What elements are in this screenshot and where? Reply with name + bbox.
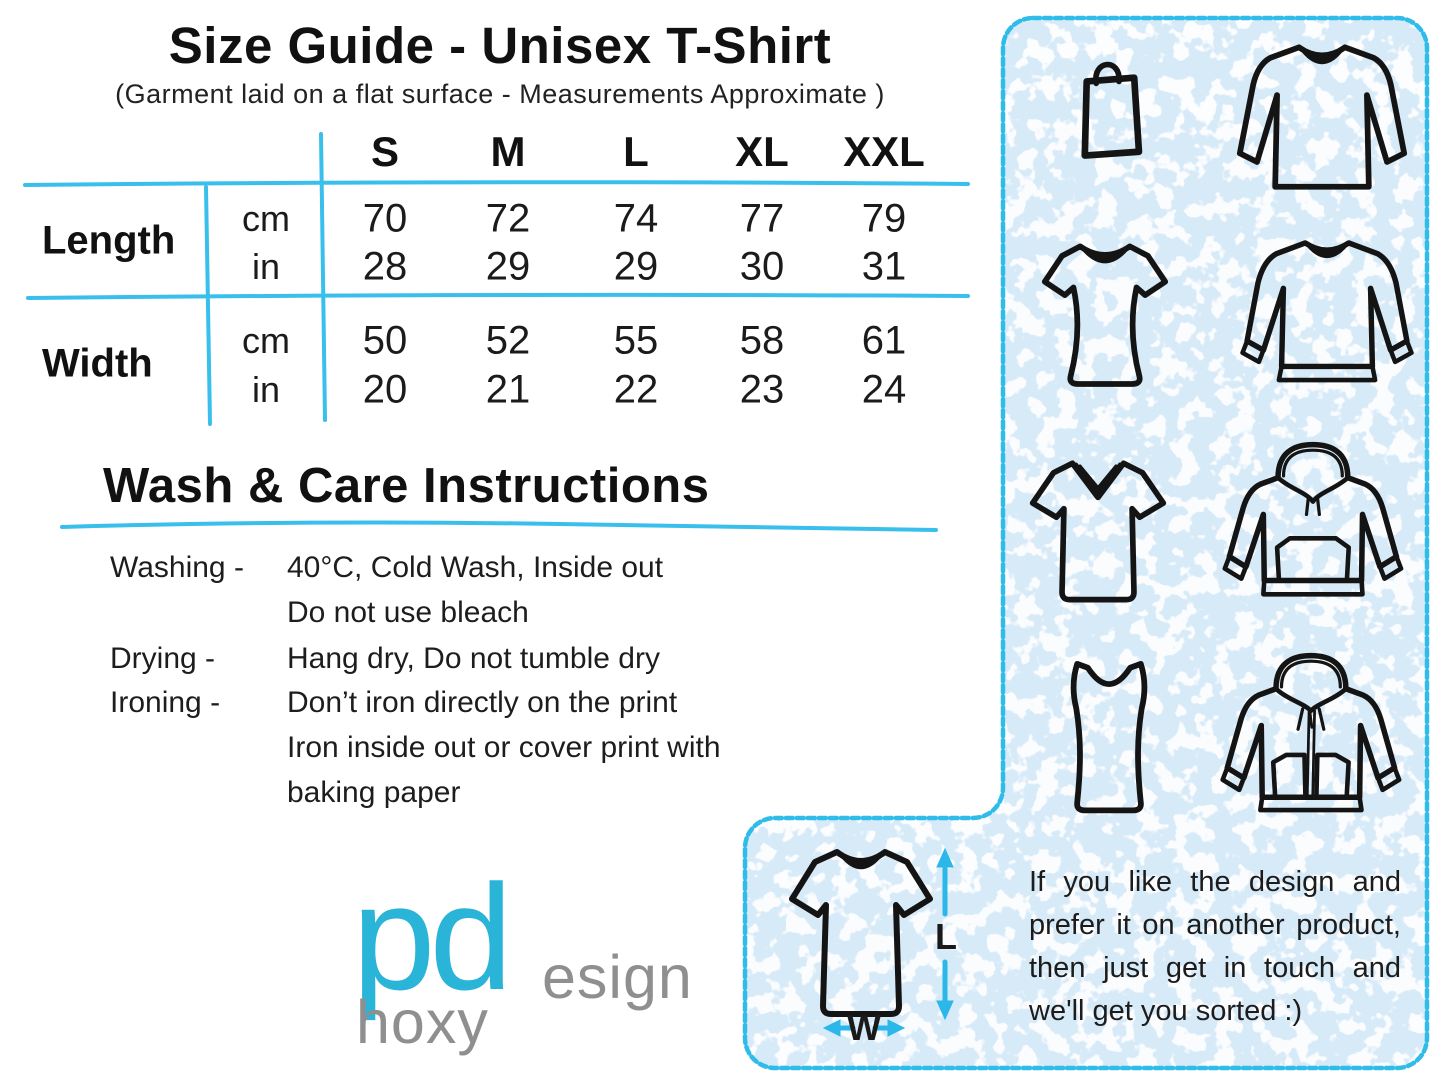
width-arrow-icon <box>822 1019 906 1037</box>
sweatshirt-icon <box>1238 230 1416 403</box>
size-column-s: S <box>370 128 400 175</box>
unit-length-in: in <box>251 246 281 287</box>
table-cell: 61 <box>861 318 907 363</box>
hoodie-icon <box>1220 441 1404 620</box>
length-arrow-icon <box>936 847 954 1021</box>
table-cell: 31 <box>861 244 907 289</box>
table-cell: 72 <box>485 196 531 241</box>
v-neck-t-shirt-icon <box>1027 450 1169 611</box>
table-cell: 50 <box>362 318 408 363</box>
table-cell: 79 <box>861 196 907 241</box>
womens-t-shirt-icon <box>1038 233 1172 405</box>
care-text: Don’t iron directly on the print <box>287 686 678 719</box>
row-label-width: Width <box>42 341 153 386</box>
care-heading: Wash & Care Instructions <box>103 459 710 513</box>
table-cell: 22 <box>613 367 659 412</box>
care-text: Do not use bleach <box>287 596 529 629</box>
table-cell: 58 <box>739 318 785 363</box>
table-cell: 23 <box>739 367 785 412</box>
size-column-l: L <box>623 128 649 175</box>
table-cell: 20 <box>362 367 408 412</box>
tote-bag-icon <box>1062 52 1157 166</box>
care-text: baking paper <box>287 776 461 809</box>
table-cell: 29 <box>485 244 531 289</box>
care-label: Ironing - <box>110 686 221 719</box>
logo-esign-text: esign <box>542 943 693 1011</box>
table-cell: 52 <box>485 318 531 363</box>
panel-stitched-border <box>742 15 1430 1071</box>
table-cell: 70 <box>362 196 408 241</box>
page-title: Size Guide - Unisex T-Shirt <box>168 17 832 74</box>
size-column-xl: XL <box>735 128 789 175</box>
care-label: Drying - <box>110 642 216 675</box>
contact-note-line: then just get in touch and <box>1029 952 1401 984</box>
care-text: Hang dry, Do not tumble dry <box>287 642 660 675</box>
page-subtitle: (Garment laid on a flat surface - Measur… <box>115 79 885 109</box>
care-text: 40°C, Cold Wash, Inside out <box>287 551 664 584</box>
logo-pd-text: pd <box>352 853 513 1021</box>
contact-note-line: If you like the design and <box>1029 866 1401 898</box>
table-cell: 74 <box>613 196 659 241</box>
table-cell: 24 <box>861 367 907 412</box>
logo-hoxy-text: hoxy <box>356 988 489 1056</box>
table-cell: 30 <box>739 244 785 289</box>
row-label-length: Length <box>42 218 176 263</box>
care-label: Washing - <box>110 551 244 584</box>
unit-width-cm: cm <box>242 320 290 361</box>
contact-note-line: prefer it on another product, <box>1029 909 1401 941</box>
table-cell: 77 <box>739 196 785 241</box>
phoxy-design-logo: pd esign hoxy <box>352 862 782 1078</box>
width-measure-label: W <box>847 1007 881 1048</box>
long-sleeve-shirt-icon <box>1236 32 1408 204</box>
table-cell: 29 <box>613 244 659 289</box>
zip-hoodie-icon <box>1218 652 1402 834</box>
unit-length-cm: cm <box>242 198 290 239</box>
tank-top-icon <box>1056 658 1162 822</box>
size-column-m: M <box>490 128 526 175</box>
contact-note-line: we'll get you sorted :) <box>1029 995 1303 1027</box>
table-cell: 55 <box>613 318 659 363</box>
table-cell: 21 <box>485 367 531 412</box>
unit-width-in: in <box>251 369 281 410</box>
measure-t-shirt-icon <box>785 842 1015 1054</box>
size-column-xxl: XXL <box>843 128 925 175</box>
length-measure-label: L <box>935 916 957 957</box>
table-cell: 28 <box>362 244 408 289</box>
care-text: Iron inside out or cover print with <box>287 731 721 764</box>
